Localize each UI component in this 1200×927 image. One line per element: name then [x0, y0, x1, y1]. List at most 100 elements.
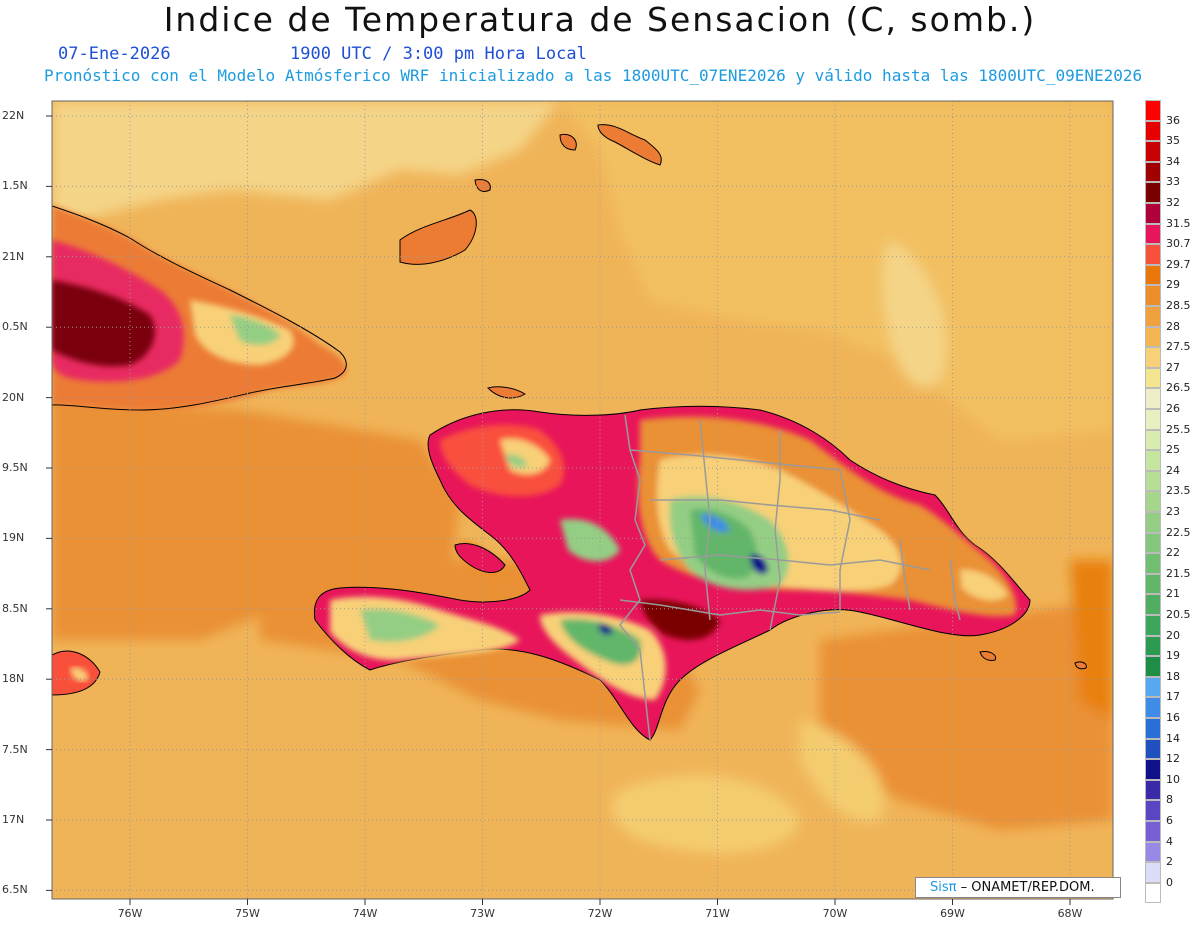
colorbar-label: 20 — [1166, 628, 1180, 642]
colorbar-label: 22.5 — [1166, 525, 1191, 539]
colorbar-label: 10 — [1166, 772, 1180, 786]
model-info: Pronóstico con el Modelo Atmósferico WRF… — [44, 66, 1143, 85]
colorbar-swatch — [1145, 491, 1161, 512]
cuba-landmass — [52, 205, 347, 411]
colorbar-label: 6 — [1166, 814, 1173, 827]
colorbar-swatch — [1145, 285, 1161, 306]
lat-label: 19N — [2, 531, 25, 545]
colorbar-swatch — [1145, 841, 1161, 863]
south-light-zone-2 — [800, 720, 885, 822]
colorbar-swatch — [1145, 326, 1161, 348]
colorbar-swatch — [1145, 862, 1161, 883]
colorbar-swatch — [1145, 203, 1161, 224]
colorbar-swatch — [1145, 429, 1161, 451]
colorbar-swatch — [1145, 718, 1161, 739]
colorbar-label: 18 — [1166, 669, 1180, 683]
colorbar-swatch — [1145, 347, 1161, 368]
south-light-zone — [611, 775, 800, 854]
colorbar-label: 17 — [1166, 690, 1180, 704]
colorbar-label: 2 — [1166, 855, 1173, 869]
colorbar-label: 8 — [1166, 793, 1173, 807]
colorbar-swatch — [1145, 615, 1161, 636]
colorbar-label: 30.7 — [1166, 237, 1191, 251]
east-light-zone — [882, 240, 947, 388]
map-frame — [51, 100, 1114, 900]
colorbar-swatch — [1145, 821, 1161, 842]
lat-label: 17N — [2, 813, 25, 826]
lat-label: 22N — [2, 109, 25, 122]
lat-label: 7.5N — [2, 742, 28, 756]
colorbar-swatch — [1145, 182, 1161, 203]
colorbar-label: 34 — [1166, 154, 1180, 168]
lat-label: 21N — [2, 249, 25, 263]
colorbar-label: 14 — [1166, 731, 1180, 745]
south-east-warm — [820, 600, 1113, 830]
lat-label: 18N — [2, 672, 25, 686]
colorbar-swatch — [1145, 512, 1161, 533]
colorbar-label: 33 — [1166, 175, 1180, 189]
colorbar-label: 23 — [1166, 505, 1180, 518]
colorbar-label: 4 — [1166, 834, 1173, 848]
colorbar-label: 23.5 — [1166, 484, 1191, 498]
colorbar-swatch — [1145, 244, 1161, 265]
colorbar-label: 22 — [1166, 546, 1180, 560]
lon-label: 71W — [705, 907, 730, 920]
forecast-time: 1900 UTC / 3:00 pm Hora Local — [290, 44, 587, 64]
colorbar-swatch — [1145, 388, 1161, 409]
lat-label: 9.5N — [2, 461, 28, 474]
lat-label: 20N — [2, 390, 25, 404]
colorbar-swatch — [1145, 882, 1161, 904]
colorbar-label: 24 — [1166, 463, 1180, 477]
colorbar-label: 29.7 — [1166, 257, 1191, 271]
sispi-logo: Sisπ — [930, 880, 957, 895]
lon-label: 76W — [117, 907, 143, 920]
north-east-zone — [560, 101, 1113, 440]
lon-label: 70W — [822, 907, 848, 920]
colorbar-swatch — [1145, 779, 1161, 801]
colorbar-label: 28 — [1166, 319, 1180, 333]
colorbar-swatch — [1145, 120, 1161, 142]
lon-label: 69W — [940, 907, 965, 920]
colorbar-swatch — [1145, 141, 1161, 162]
lat-label: 8.5N — [2, 601, 28, 615]
colorbar-swatch — [1145, 223, 1161, 245]
colorbar-swatch — [1145, 470, 1161, 492]
colorbar-swatch — [1145, 656, 1161, 677]
colorbar-label: 35 — [1166, 134, 1180, 148]
colorbar-swatch — [1145, 367, 1161, 389]
credit-text: – ONAMET/REP.DOM. — [956, 880, 1095, 895]
east-edge-warm — [1070, 560, 1113, 720]
forecast-date: 07-Ene-2026 — [58, 44, 171, 64]
colorbar-swatch — [1145, 409, 1161, 430]
colorbar-swatch — [1145, 800, 1161, 821]
lon-label: 75W — [235, 907, 260, 920]
lon-label: 68W — [1057, 907, 1083, 920]
colorbar-label: 25.5 — [1166, 422, 1191, 436]
lon-label: 73W — [470, 907, 495, 920]
lat-label: 6.5N — [2, 883, 28, 897]
colorbar-label: 29 — [1166, 278, 1180, 292]
colorbar-swatch — [1145, 553, 1161, 574]
colorbar-swatch — [1145, 738, 1161, 760]
colorbar-swatch — [1145, 676, 1161, 698]
colorbar-label: 21.5 — [1166, 566, 1191, 580]
colorbar-swatch — [1145, 759, 1161, 780]
colorbar-label: 26 — [1166, 402, 1180, 415]
credit-box: Sisπ – ONAMET/REP.DOM. — [915, 877, 1121, 898]
colorbar-swatch — [1145, 635, 1161, 657]
colorbar-label: 12 — [1166, 752, 1180, 766]
colorbar-label: 25 — [1166, 443, 1180, 457]
colorbar-swatch — [1145, 100, 1161, 121]
colorbar-label: 20.5 — [1166, 608, 1191, 621]
hispaniola-landmass — [313, 405, 1087, 741]
colorbar-label: 26.5 — [1166, 381, 1191, 395]
inagua-island — [399, 124, 662, 399]
colorbar-swatch — [1145, 450, 1161, 471]
colorbar-swatch — [1145, 532, 1161, 554]
colorbar-swatch — [1145, 161, 1161, 183]
lon-label: 74W — [352, 907, 378, 920]
north-light-zone — [52, 101, 560, 230]
colorbar-label: 19 — [1166, 649, 1180, 663]
colorbar-label: 36 — [1166, 113, 1180, 127]
